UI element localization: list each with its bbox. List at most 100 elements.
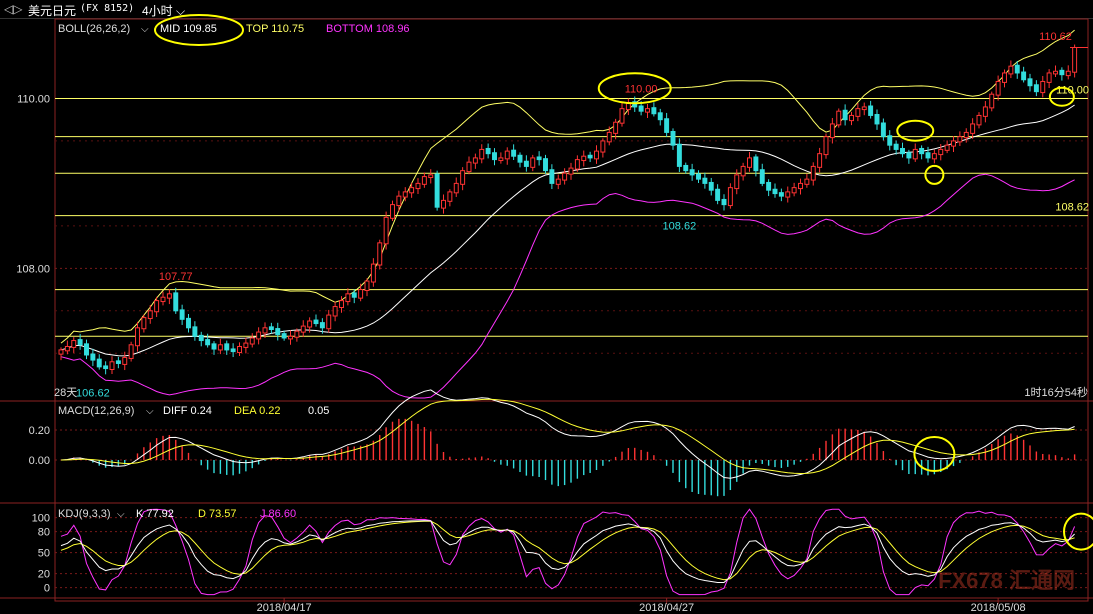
candle-body [855, 108, 861, 117]
candle-body [1033, 84, 1039, 93]
candle-body [1021, 71, 1027, 81]
candle-body [944, 144, 950, 151]
boll-top-value: TOP 110.75 [246, 23, 304, 35]
candle-body [115, 360, 121, 364]
kdj-d-line [60, 520, 1075, 581]
candle-body [912, 148, 918, 160]
annotation-circle [913, 436, 956, 472]
macd-panel [60, 389, 1076, 497]
candle-body [77, 339, 83, 346]
candle-body [849, 114, 854, 122]
candle-body [740, 165, 746, 177]
kdj-k-line [60, 520, 1075, 583]
boll-mid-value: MID 109.85 [160, 23, 217, 35]
candle-body [84, 343, 89, 356]
period-label: 4小时 [142, 4, 173, 18]
candle-body [670, 130, 676, 146]
candle-body [377, 242, 383, 266]
candle-body [409, 187, 415, 194]
instrument-code: (FX 8152) [80, 3, 135, 14]
candle-body [581, 155, 587, 162]
candle-body [887, 135, 893, 146]
candle-body [517, 154, 523, 163]
candle-body [555, 178, 561, 185]
candle-body [702, 177, 708, 184]
candle-body [549, 169, 555, 184]
candle-body [651, 107, 657, 115]
candle-body [281, 333, 287, 339]
candle-body [339, 300, 344, 308]
candle-body [823, 136, 829, 156]
candle-body [523, 160, 529, 167]
annotation-circle [1048, 86, 1075, 107]
candle-body [734, 174, 740, 190]
candle-body [906, 152, 912, 159]
candle-body [447, 191, 453, 202]
candle-body [759, 169, 765, 184]
candle-body [154, 300, 160, 313]
x-tick-label: 2018/04/17 [257, 602, 312, 614]
candle-body [383, 216, 389, 245]
candle-body [249, 337, 255, 345]
candle-body [970, 123, 976, 134]
kdj-j-value: J 86.60 [260, 508, 296, 520]
kdj-j-line [60, 508, 1076, 596]
main-ytick-label: 110.00 [17, 93, 50, 105]
candle-body [441, 199, 446, 209]
period-selector[interactable]: 4小时 ⌵ [142, 2, 185, 19]
price-label: 110.62 [1039, 31, 1072, 43]
candle-body [587, 154, 593, 159]
watermark-logo: FX678 汇通网 [938, 568, 1075, 593]
axes: 108.00 110.00 0.20 0.00 100 80 50 20 0 2018/04/17… [16, 93, 1025, 614]
macd-macd-value: 0.05 [308, 405, 329, 417]
candle-body [230, 348, 236, 353]
instrument-name: 美元日元 [28, 4, 77, 18]
boll-name: BOLL(26,26,2) [58, 23, 130, 35]
candle-body [638, 105, 644, 112]
candle-body [179, 309, 185, 320]
chevron-down-icon: ⌵ [172, 4, 186, 18]
candle-body [925, 152, 931, 159]
candle-body [173, 292, 179, 312]
candle-body [58, 349, 64, 355]
candle-body [594, 150, 599, 160]
candle-body [861, 106, 867, 111]
candle-body [90, 353, 96, 361]
macd-dea-line [60, 398, 1075, 475]
candle-body [96, 358, 102, 368]
candle-body [645, 108, 650, 113]
countdown-note: 1时16分54秒 [1024, 385, 1088, 399]
candle-body [657, 112, 663, 121]
candle-body [568, 167, 574, 175]
candle-body [1008, 65, 1014, 75]
candle-body [307, 320, 313, 328]
candle-body [313, 319, 319, 325]
candle-body [543, 158, 548, 172]
candle-body [798, 182, 803, 190]
candle-body [256, 331, 262, 340]
back-forward-icon[interactable]: ◁▷ [4, 2, 23, 16]
kdj-panel [60, 508, 1076, 596]
candle-body [122, 357, 128, 365]
candle-body [995, 80, 1001, 96]
kdj-ytick-label: 0 [44, 583, 50, 595]
candle-body [536, 156, 542, 161]
macd-dea-value: DEA 0.22 [234, 405, 280, 417]
candle-body [390, 204, 395, 219]
candle-body [128, 344, 134, 359]
candle-body [109, 361, 115, 371]
macd-ytick-label: 0.20 [29, 425, 50, 437]
candle-body [982, 106, 988, 117]
candle-body [810, 165, 816, 181]
candle-body [492, 152, 497, 161]
candle-body [300, 325, 306, 333]
candle-body [64, 345, 70, 352]
candle-body [727, 187, 733, 207]
candle-body [893, 143, 899, 150]
candle-body [664, 118, 670, 133]
annotation-circle [896, 119, 935, 142]
candle-body [498, 157, 504, 162]
candle-body [1053, 70, 1058, 75]
candle-body [275, 328, 281, 336]
labels: BOLL(26,26,2) ⌵ MID 109.85 TOP 110.75 BOTTOM… [54, 23, 1089, 520]
